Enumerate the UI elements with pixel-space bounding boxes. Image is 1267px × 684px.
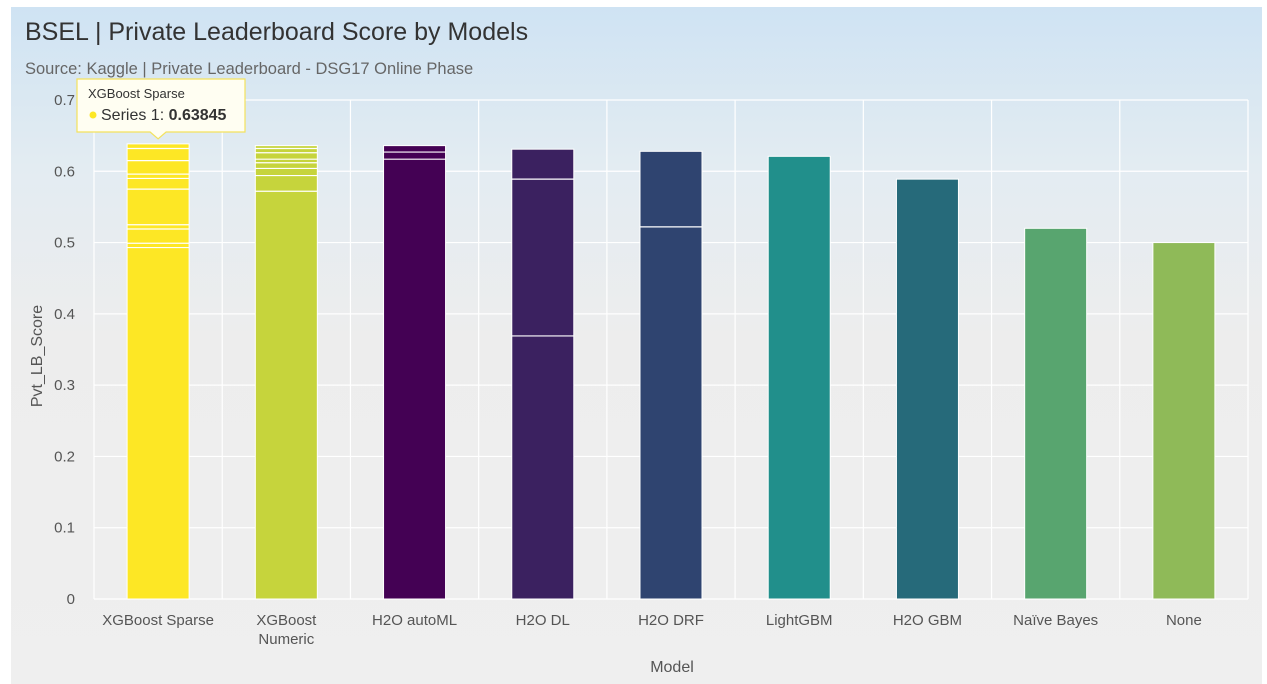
y-tick-label: 0.4 [54,306,75,323]
y-tick-label: 0 [67,591,75,608]
chart-subtitle: Source: Kaggle | Private Leaderboard - D… [25,60,473,78]
bars [126,143,1216,600]
tooltip: XGBoost Sparse Series 1: 0.63845 [76,78,246,140]
x-axis-title: Model [650,659,694,676]
y-tick-label: 0.2 [54,448,75,465]
tooltip-series-label: Series 1: [101,107,164,124]
bar[interactable] [895,178,959,600]
x-tick-label: None [1166,612,1202,629]
y-tick-label: 0.6 [54,163,75,180]
x-tick-label: H2O GBM [893,612,962,629]
chart-frame: BSEL | Private Leaderboard Score by Mode… [11,7,1262,684]
bar-chart: BSEL | Private Leaderboard Score by Mode… [25,18,1249,676]
y-tick-label: 0.7 [54,92,75,109]
x-tick-label: H2O DRF [638,612,704,629]
y-axis-title: Pvt_LB_Score [29,305,46,407]
bar[interactable] [126,143,190,600]
x-tick-label: H2O autoML [372,612,457,629]
bar[interactable] [1024,227,1088,600]
x-tick-label: Naïve Bayes [1013,612,1098,629]
x-tick-label: XGBoost Numeric [256,612,317,648]
bar[interactable] [767,155,831,600]
x-tick-label: XGBoost Sparse [102,612,214,629]
x-tick-label: LightGBM [766,612,833,629]
bar[interactable] [639,150,703,600]
bar[interactable] [1152,242,1216,600]
bar[interactable] [511,148,575,600]
tooltip-value: 0.63845 [169,107,227,124]
y-tick-label: 0.3 [54,377,75,394]
y-axis-ticks: 0 0.1 0.2 0.3 0.4 0.5 0.6 0.7 [54,92,75,608]
y-tick-label: 0.1 [54,520,75,537]
chart-title: BSEL | Private Leaderboard Score by Mode… [25,18,528,46]
tooltip-category: XGBoost Sparse [88,86,185,101]
x-axis-ticks: XGBoost Sparse XGBoost Numeric H2O autoML H2… [102,612,1202,648]
bar[interactable] [383,145,447,600]
y-tick-label: 0.5 [54,235,75,252]
tooltip-series-text: Series 1: 0.63845 [101,107,227,124]
tooltip-box [76,78,246,140]
tooltip-series-dot-icon [89,111,97,119]
x-tick-label: H2O DL [516,612,570,629]
bar[interactable] [254,145,318,600]
